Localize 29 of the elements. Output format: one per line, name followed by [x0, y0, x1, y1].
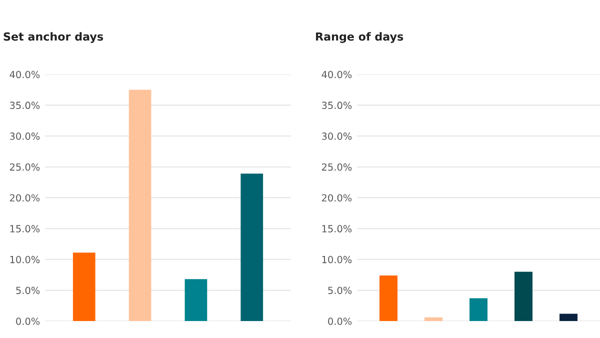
bar [128, 90, 152, 322]
bar [560, 314, 578, 322]
bar [72, 252, 96, 322]
bar [240, 174, 264, 322]
y-tick-label: 10.0% [322, 256, 352, 264]
y-tick-label: 0.0% [16, 318, 40, 325]
y-tick-label: 40.0% [322, 70, 352, 78]
bar [380, 275, 398, 322]
y-tick-label: 30.0% [322, 132, 352, 140]
y-tick-label: 35.0% [10, 102, 40, 110]
y-tick-label: 40.0% [10, 70, 40, 78]
y-tick-label: 25.0% [322, 163, 352, 171]
y-tick-label: 35.0% [322, 102, 352, 110]
y-tick-label: 10.0% [10, 256, 40, 264]
y-tick-label: 5.0% [16, 286, 40, 294]
chart-title: Set anchor days [4, 32, 104, 43]
y-tick-label: 20.0% [10, 194, 40, 202]
y-tick-label: 30.0% [10, 132, 40, 140]
y-tick-label: 20.0% [322, 194, 352, 202]
y-tick-label: 5.0% [328, 286, 352, 294]
bar [470, 298, 488, 322]
y-tick-label: 15.0% [322, 225, 352, 232]
chart-title: Range of days [316, 32, 404, 43]
bar [424, 317, 442, 322]
bar [184, 279, 208, 322]
bar [514, 272, 532, 322]
y-tick-label: 25.0% [10, 163, 40, 171]
y-tick-label: 0.0% [328, 318, 352, 325]
y-tick-label: 15.0% [10, 225, 40, 232]
